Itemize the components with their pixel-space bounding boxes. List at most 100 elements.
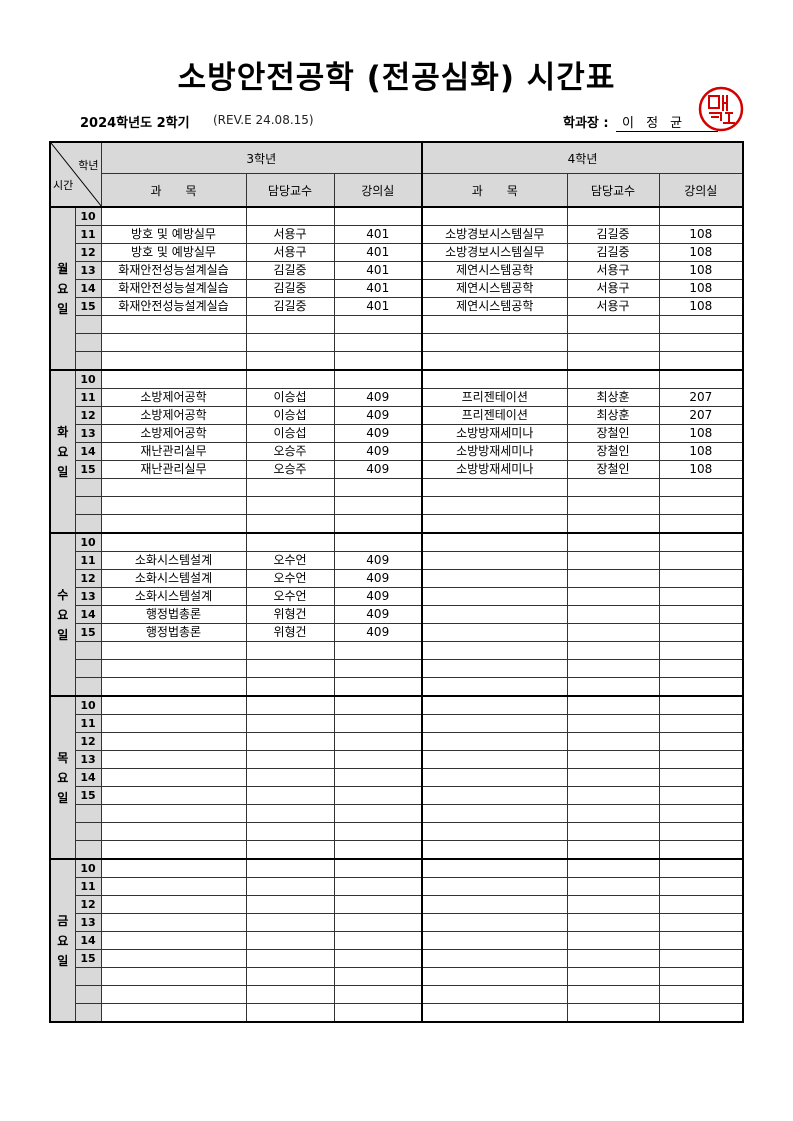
corner-time-label: 시간 xyxy=(53,179,74,192)
table-row xyxy=(50,985,744,1004)
professor-3-cell: 오승주 xyxy=(245,442,335,461)
room-4-cell xyxy=(658,732,744,751)
room-3-cell xyxy=(333,768,423,787)
subject-4-cell xyxy=(421,732,568,751)
professor-4-cell xyxy=(566,333,660,352)
room-4-cell xyxy=(658,967,744,986)
hour-cell: 15 xyxy=(74,786,102,805)
professor-3-cell: 오수언 xyxy=(245,569,335,588)
professor-4-cell: 서용구 xyxy=(566,261,660,280)
professor-3-cell xyxy=(245,315,335,334)
room-4-cell xyxy=(658,804,744,823)
subject-4-cell: 소방경보시스템실무 xyxy=(421,243,568,262)
professor-4-cell xyxy=(566,605,660,624)
hour-cell: 10 xyxy=(74,858,102,878)
subject-4-cell xyxy=(421,714,568,733)
room-3-cell xyxy=(333,714,423,733)
professor-4-cell xyxy=(566,695,660,715)
table-row: 13 화재안전성능설계실습 김길중 401 제연시스템공학 서용구 108 xyxy=(50,261,744,280)
room-4-cell xyxy=(658,1003,744,1023)
professor-3-cell: 김길중 xyxy=(245,279,335,298)
professor-4-cell: 최상훈 xyxy=(566,406,660,425)
year4-header: 4학년 xyxy=(421,141,744,174)
professor-4-cell xyxy=(566,514,660,534)
hour-cell: 10 xyxy=(74,369,102,389)
room-3-cell xyxy=(333,369,423,389)
room-4-cell xyxy=(658,641,744,660)
professor-3-cell xyxy=(245,478,335,497)
subject-3-cell xyxy=(100,659,247,678)
professor-3-cell xyxy=(245,985,335,1004)
hour-cell: 12 xyxy=(74,243,102,262)
professor-3-cell: 위형건 xyxy=(245,623,335,642)
subject-4-cell xyxy=(421,659,568,678)
professor-4-cell xyxy=(566,206,660,226)
subject-3-cell: 방호 및 예방실무 xyxy=(100,243,247,262)
room-3-cell xyxy=(333,496,423,515)
room-4-cell xyxy=(658,623,744,642)
table-row: 14 화재안전성능설계실습 김길중 401 제연시스템공학 서용구 108 xyxy=(50,279,744,298)
room-3-cell xyxy=(333,641,423,660)
subject-4-cell xyxy=(421,369,568,389)
room-4-cell xyxy=(658,840,744,860)
professor-4-cell xyxy=(566,840,660,860)
subject-3-cell xyxy=(100,822,247,841)
hour-cell: 15 xyxy=(74,949,102,968)
table-row: 12 소화시스템설계 오수언 409 xyxy=(50,569,744,588)
subject-4-cell xyxy=(421,315,568,334)
table-row xyxy=(50,514,744,534)
subject-4-cell xyxy=(421,931,568,950)
subject-4-cell xyxy=(421,822,568,841)
room-4-cell: 108 xyxy=(658,261,744,280)
professor-4-cell xyxy=(566,532,660,552)
table-row: 11 xyxy=(50,877,744,896)
hour-cell: 14 xyxy=(74,605,102,624)
room-3-cell xyxy=(333,822,423,841)
professor-3-cell: 서용구 xyxy=(245,243,335,262)
professor-4-cell xyxy=(566,714,660,733)
room-3-cell xyxy=(333,333,423,352)
table-row: 수요일 10 xyxy=(49,532,744,697)
professor-3-cell xyxy=(245,931,335,950)
subject-4-cell xyxy=(421,514,568,534)
hour-cell: 11 xyxy=(74,388,102,407)
room-3-cell xyxy=(333,949,423,968)
professor-3-cell: 오수언 xyxy=(245,587,335,606)
subject-3-cell xyxy=(100,985,247,1004)
room-3-cell xyxy=(333,695,423,715)
professor-3-cell: 서용구 xyxy=(245,225,335,244)
department-head-label: 학과장 : xyxy=(563,116,609,131)
subject-3-cell: 소화시스템설계 xyxy=(100,551,247,570)
hour-cell: 15 xyxy=(74,297,102,316)
professor-3-cell xyxy=(245,822,335,841)
room-3-cell xyxy=(333,315,423,334)
professor-4-cell xyxy=(566,913,660,932)
professor-4-cell xyxy=(566,967,660,986)
room-3-cell xyxy=(333,895,423,914)
hour-cell: 13 xyxy=(74,424,102,443)
subject-3-cell xyxy=(100,732,247,751)
subject-3-cell: 소화시스템설계 xyxy=(100,587,247,606)
department-head-name: 이 정 균 xyxy=(616,112,718,132)
room-4-cell xyxy=(658,587,744,606)
subject-4-cell xyxy=(421,569,568,588)
room-4-cell xyxy=(658,949,744,968)
professor-4-cell xyxy=(566,732,660,751)
table-row: 15 화재안전성능설계실습 김길중 401 제연시스템공학 서용구 108 xyxy=(50,297,744,316)
table-row xyxy=(50,315,744,334)
subject-3-cell: 화재안전성능설계실습 xyxy=(100,279,247,298)
subject-4-cell xyxy=(421,478,568,497)
timetable: 학년 시간 3학년 4학년 과 목 담당교수 강의실 과 목 담당교수 강의실 … xyxy=(49,141,745,1023)
subject-3-cell xyxy=(100,369,247,389)
subject-3-cell: 소화시스템설계 xyxy=(100,569,247,588)
subject-3-cell xyxy=(100,714,247,733)
professor-4-cell xyxy=(566,858,660,878)
subject-4-cell xyxy=(421,532,568,552)
hour-cell: 10 xyxy=(74,532,102,552)
subject-4-cell xyxy=(421,1003,568,1023)
professor-4-cell xyxy=(566,569,660,588)
room-3-cell xyxy=(333,732,423,751)
professor-4-cell xyxy=(566,877,660,896)
subject-4-cell: 프리젠테이션 xyxy=(421,406,568,425)
